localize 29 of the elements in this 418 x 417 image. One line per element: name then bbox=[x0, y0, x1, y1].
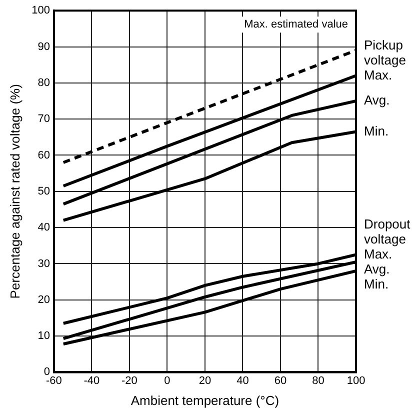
series-label: Max. bbox=[364, 246, 392, 262]
x-tick-label: 60 bbox=[274, 374, 287, 387]
series-label: Max. bbox=[364, 67, 392, 82]
x-tick-label: -20 bbox=[122, 374, 138, 387]
y-tick-label: 60 bbox=[38, 149, 50, 162]
y-tick-label: 10 bbox=[38, 330, 50, 342]
y-tick-label: 20 bbox=[38, 294, 50, 306]
y-tick-label: 100 bbox=[32, 4, 50, 17]
x-axis-title: Ambient temperature (°C) bbox=[130, 392, 280, 408]
y-tick-label: 80 bbox=[38, 76, 50, 89]
y-tick-label: 50 bbox=[38, 185, 50, 198]
y-tick-label: 90 bbox=[38, 40, 50, 53]
x-tick-label: -40 bbox=[84, 374, 100, 387]
x-tick-label: 80 bbox=[312, 374, 324, 387]
y-tick-label: 70 bbox=[38, 113, 50, 126]
text: Dropout voltage bbox=[364, 216, 411, 246]
text: Pickup voltage bbox=[364, 37, 406, 68]
y-tick-label: 40 bbox=[38, 222, 50, 234]
series-label: Min. bbox=[364, 123, 389, 138]
series-label: Avg. bbox=[364, 92, 390, 108]
x-tick-label: 100 bbox=[346, 374, 366, 387]
x-tick-label: 20 bbox=[198, 374, 212, 387]
x-tick-label: 0 bbox=[164, 374, 170, 387]
y-axis-title: Percentage against rated voltage (%) bbox=[7, 84, 22, 299]
annotation: Max. estimated value bbox=[244, 18, 348, 31]
series-label: Min. bbox=[364, 276, 389, 292]
x-tick-label: 40 bbox=[236, 374, 249, 387]
y-tick-label: 30 bbox=[38, 258, 50, 270]
series-label: Avg. bbox=[364, 261, 390, 276]
